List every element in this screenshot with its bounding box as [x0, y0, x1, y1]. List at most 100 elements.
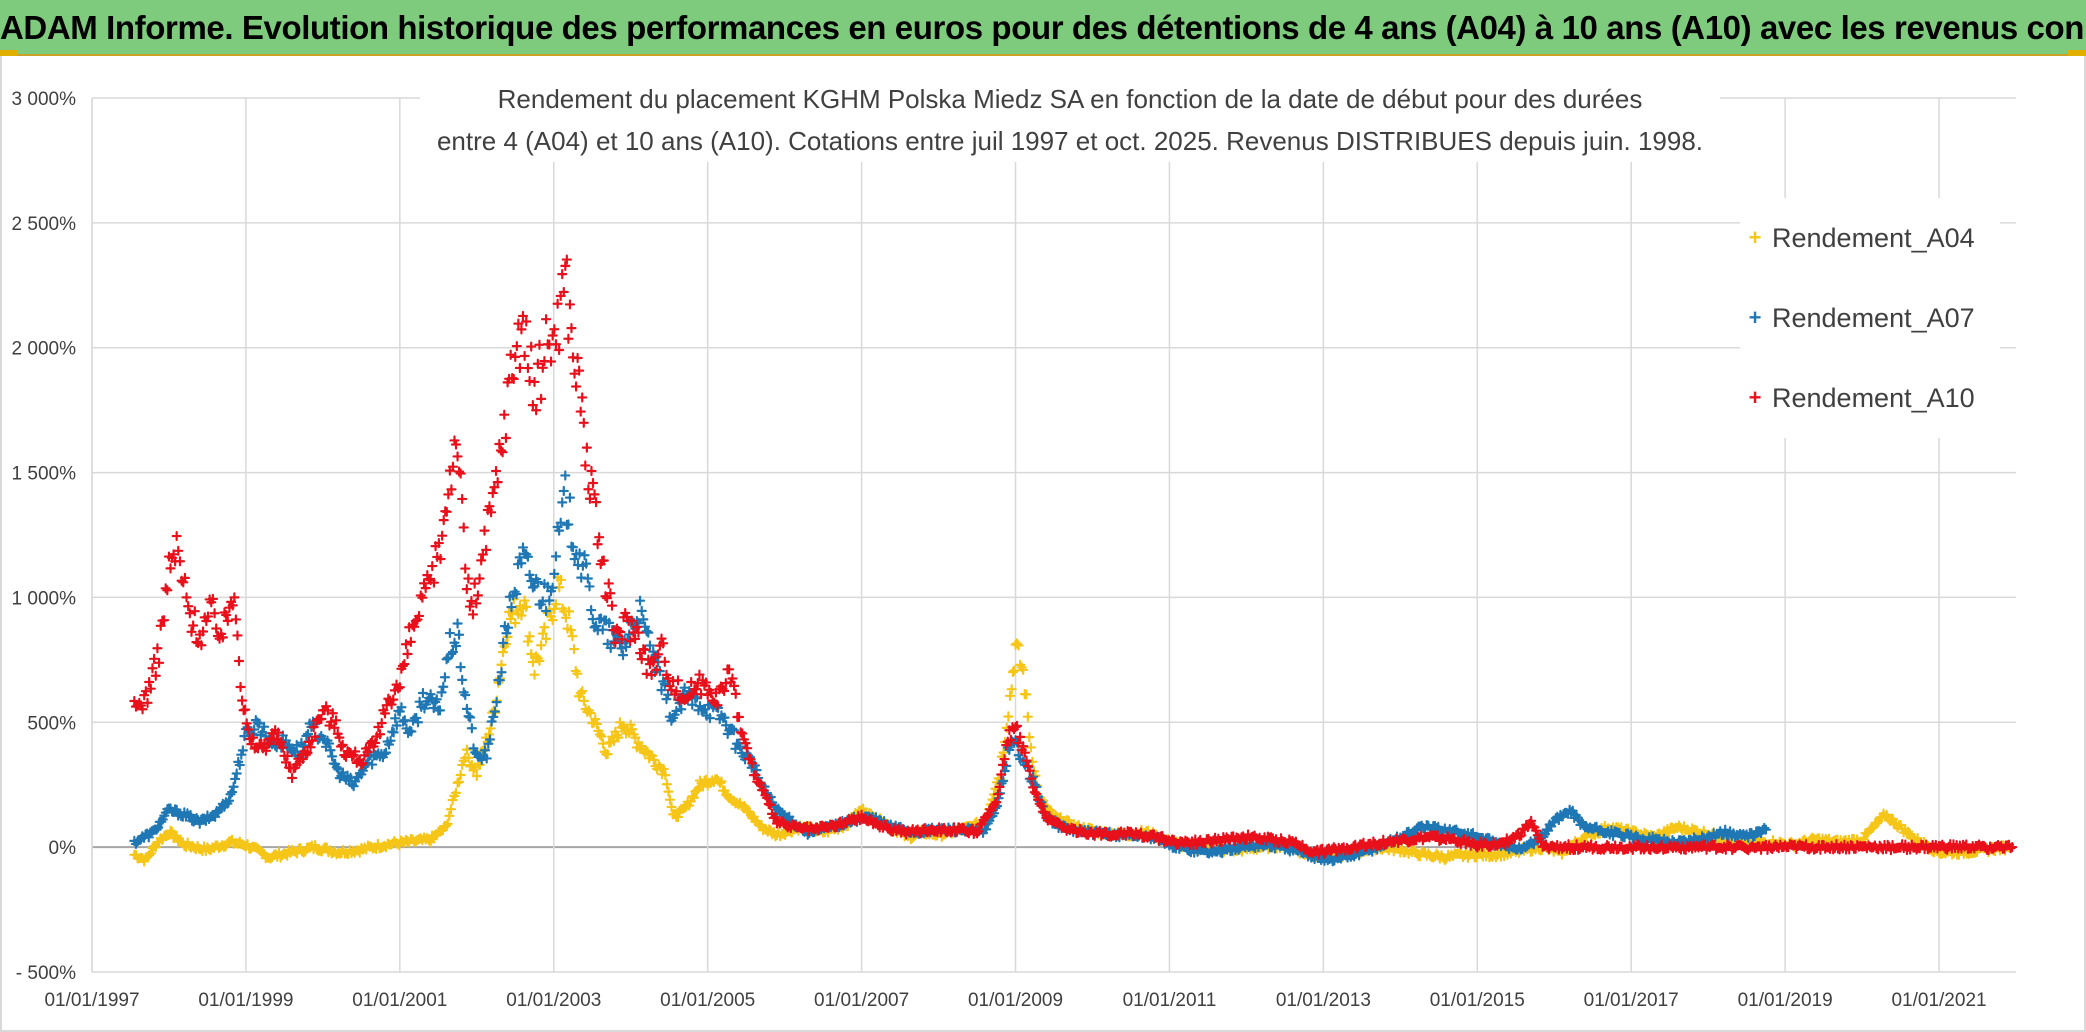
Rendement_A10-point	[418, 578, 430, 589]
Rendement_A04-point	[568, 643, 580, 655]
Rendement_A10-point	[671, 686, 682, 697]
Rendement_A07-point	[558, 485, 569, 497]
Rendement_A07-point	[494, 675, 505, 686]
Rendement_A04-point	[613, 732, 624, 743]
Rendement_A10-point	[327, 708, 338, 719]
Rendement_A10-point	[549, 324, 560, 335]
Rendement_A10-point	[583, 484, 594, 495]
Rendement_A04-point	[536, 640, 547, 651]
Rendement_A10-point	[240, 704, 251, 715]
Rendement_A10-point	[337, 739, 348, 750]
Rendement_A10-point	[1526, 815, 1537, 826]
Rendement_A10-point	[142, 697, 153, 708]
Rendement_A07-point	[719, 712, 730, 723]
x-tick-label-4: 01/01/2005	[660, 990, 755, 1011]
Rendement_A10-point	[362, 747, 373, 758]
Rendement_A07-point	[394, 706, 405, 717]
Rendement_A04-point	[550, 599, 562, 610]
Rendement_A10-point	[485, 507, 497, 518]
Rendement_A07-point	[661, 694, 672, 705]
Rendement_A07-point	[586, 604, 597, 616]
Rendement_A10-point	[510, 351, 521, 362]
Rendement_A04-point	[577, 686, 588, 697]
Rendement_A10-point	[183, 601, 194, 612]
Rendement_A10-point	[1023, 760, 1034, 772]
Rendement_A07-point	[447, 646, 459, 658]
Rendement_A04-point	[527, 656, 538, 668]
Rendement_A07-point	[659, 678, 670, 690]
Rendement_A10-point	[694, 669, 705, 680]
Rendement_A10-point	[405, 636, 416, 647]
Rendement_A07-point	[597, 624, 608, 635]
Rendement_A04-point	[457, 759, 468, 771]
Rendement_A10-point	[469, 578, 480, 589]
Rendement_A07-point	[1353, 850, 1365, 861]
Rendement_A10-point	[211, 623, 222, 634]
Rendement_A04-point	[858, 803, 869, 814]
Rendement_A04-point	[1009, 665, 1020, 676]
Rendement_A10-point	[490, 465, 502, 477]
Rendement_A04-point	[519, 595, 530, 606]
Rendement_A04-point	[714, 777, 726, 789]
Rendement_A07-point	[735, 741, 746, 752]
Rendement_A10-point	[973, 826, 984, 837]
Rendement_A10-point	[457, 493, 468, 505]
Rendement_A10-point	[691, 683, 702, 695]
y-tick-label-3: 1 500%	[12, 464, 77, 485]
chart-title-line-2: entre 4 (A04) et 10 ans (A10). Cotations…	[436, 126, 1704, 156]
legend: + Rendement_A04 + Rendement_A07 + Rendem…	[1740, 198, 2000, 438]
Rendement_A10-point	[560, 260, 571, 271]
Rendement_A10-point	[171, 530, 182, 542]
Rendement_A07-point	[728, 725, 739, 736]
Rendement_A07-point	[634, 595, 646, 606]
Rendement_A07-point	[998, 775, 1009, 786]
Rendement_A10-point	[152, 643, 163, 654]
Rendement_A10-point	[329, 722, 340, 733]
Rendement_A10-point	[144, 676, 155, 688]
Rendement_A04-point	[461, 744, 473, 755]
Rendement_A10-point	[658, 638, 669, 649]
Rendement_A10-point	[1031, 788, 1042, 800]
Rendement_A10-point	[1531, 825, 1542, 836]
Rendement_A04-point	[1024, 732, 1035, 743]
Rendement_A07-point	[228, 781, 239, 792]
Rendement_A07-point	[608, 636, 619, 647]
Rendement_A04-point	[1013, 640, 1024, 651]
legend-item-a07[interactable]: + Rendement_A07	[1740, 278, 2000, 358]
Rendement_A07-point	[461, 703, 473, 714]
Rendement_A10-point	[489, 482, 500, 493]
Rendement_A10-point	[273, 727, 284, 738]
Rendement_A10-point	[472, 590, 483, 601]
Rendement_A04-point	[664, 794, 676, 805]
legend-label-a10: Rendement_A10	[1772, 382, 1975, 413]
Rendement_A04-point	[661, 779, 672, 790]
Rendement_A07-point	[465, 712, 476, 723]
Rendement_A10-point	[712, 700, 723, 711]
Rendement_A10-point	[1135, 827, 1146, 838]
Rendement_A10-point	[547, 330, 558, 341]
Rendement_A10-point	[577, 392, 588, 403]
y-tick-label-2: 2 000%	[12, 339, 77, 360]
Rendement_A04-point	[516, 610, 527, 621]
Rendement_A07-point	[453, 629, 465, 640]
Rendement_A07-point	[582, 573, 593, 584]
Rendement_A10-point	[460, 563, 471, 574]
Rendement_A07-point	[639, 621, 651, 632]
Rendement_A07-point	[463, 711, 474, 722]
Rendement_A10-point	[534, 339, 545, 350]
Rendement_A10-point	[402, 648, 413, 660]
Rendement_A10-point	[529, 376, 540, 388]
Rendement_A07-point	[557, 497, 568, 508]
Rendement_A04-point	[567, 631, 578, 642]
Rendement_A10-point	[174, 556, 186, 567]
Rendement_A07-point	[419, 703, 430, 714]
Rendement_A07-point	[656, 685, 667, 696]
Rendement_A07-point	[425, 689, 436, 700]
series-Rendement_A07	[129, 470, 1771, 867]
legend-item-a04[interactable]: + Rendement_A04	[1740, 198, 2000, 278]
legend-item-a10[interactable]: + Rendement_A10	[1740, 358, 2000, 438]
Rendement_A10-point	[236, 695, 248, 706]
Rendement_A10-point	[570, 381, 582, 392]
Rendement_A10-point	[433, 537, 444, 549]
Rendement_A07-point	[584, 581, 595, 592]
